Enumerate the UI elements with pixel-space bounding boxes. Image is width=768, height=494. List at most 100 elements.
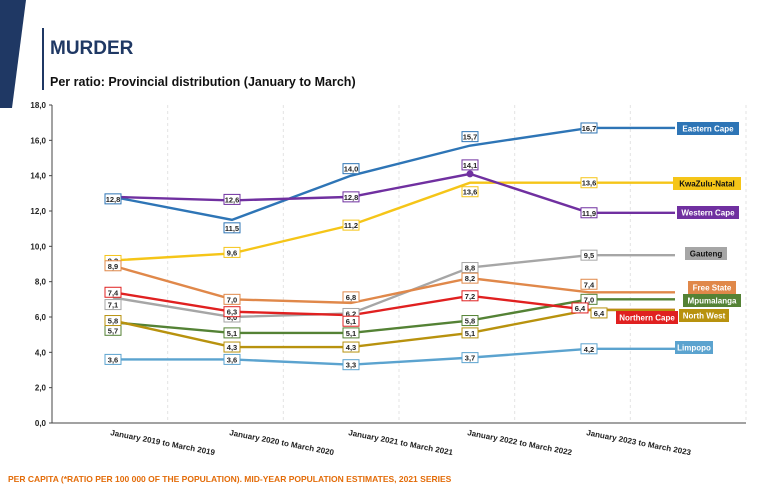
series-name-label: Northern Cape <box>619 314 675 323</box>
y-tick-label: 14,0 <box>30 172 46 181</box>
data-label-box <box>342 327 360 339</box>
data-label-box <box>580 177 598 189</box>
data-label: 6,3 <box>227 308 237 317</box>
x-tick-label: January 2023 to March 2023 <box>586 428 693 457</box>
series-name-label: Western Cape <box>681 209 735 218</box>
data-label-box <box>571 302 589 314</box>
data-label: 5,1 <box>346 329 356 338</box>
data-label-box <box>461 327 479 339</box>
footer-note: PER CAPITA (*RATIO PER 100 000 OF THE PO… <box>8 474 452 484</box>
series-name-label: Limpopo <box>677 344 711 353</box>
y-tick-label: 10,0 <box>30 242 46 251</box>
data-label-box <box>580 249 598 261</box>
data-label-box <box>104 286 122 298</box>
data-label: 8,8 <box>465 264 475 273</box>
data-label-box <box>223 246 241 258</box>
data-label: 6,2 <box>346 309 356 318</box>
data-label-box <box>104 260 122 272</box>
series-name-tag <box>679 309 729 322</box>
data-label-box <box>580 293 598 305</box>
data-label: 12,8 <box>344 193 359 202</box>
series-name-tag <box>685 247 727 260</box>
data-label-box <box>223 327 241 339</box>
data-label-box <box>223 193 241 205</box>
data-label-box <box>461 186 479 198</box>
data-label: 12,6 <box>225 195 240 204</box>
series-line <box>112 126 675 222</box>
data-label-box <box>580 278 598 290</box>
data-label: 7,1 <box>108 301 118 310</box>
data-label-box <box>461 262 479 274</box>
data-label: 11,2 <box>344 221 358 230</box>
data-label: 5,7 <box>108 326 118 335</box>
y-tick-label: 16,0 <box>30 136 46 145</box>
series-line <box>112 298 675 335</box>
data-label: 3,7 <box>465 354 475 363</box>
data-label: 15,7 <box>463 133 478 142</box>
data-label: 13,6 <box>582 179 597 188</box>
data-label-box <box>590 307 608 319</box>
data-label: 14,0 <box>344 165 359 174</box>
series-line <box>112 172 675 214</box>
data-label-box <box>461 290 479 302</box>
data-label: 5,8 <box>108 317 118 326</box>
data-label-box <box>461 352 479 364</box>
data-label: 8,2 <box>465 274 475 283</box>
data-label-box <box>104 353 122 365</box>
data-label-box <box>461 159 479 171</box>
x-tick-label: January 2020 to March 2020 <box>229 428 336 457</box>
data-label: 6,8 <box>346 293 356 302</box>
chart-subtitle: Per ratio: Provincial distribution (Janu… <box>50 75 356 89</box>
data-label: 7,0 <box>584 295 594 304</box>
data-label: 5,1 <box>465 329 475 338</box>
series-name-label: Eastern Cape <box>682 125 734 134</box>
data-label-box <box>342 163 360 175</box>
y-tick-label: 4,0 <box>35 348 47 357</box>
data-label: 9,5 <box>584 251 594 260</box>
series-name-tag <box>675 341 713 354</box>
series-name-tag <box>688 281 736 294</box>
x-tick-label: January 2019 to March 2019 <box>110 428 217 457</box>
data-label: 4,3 <box>346 343 356 352</box>
data-label: 4,3 <box>227 343 237 352</box>
data-label-box <box>342 315 360 327</box>
data-label-box <box>223 353 241 365</box>
y-tick-label: 18,0 <box>30 101 46 110</box>
y-tick-label: 12,0 <box>30 207 46 216</box>
series-line <box>112 264 675 305</box>
series-name-tag <box>673 177 741 190</box>
y-tick-label: 2,0 <box>35 384 47 393</box>
data-label: 6,4 <box>594 309 605 318</box>
data-label-box <box>223 222 241 234</box>
series-line <box>112 181 675 262</box>
data-label: 5,1 <box>227 329 237 338</box>
data-label-box <box>104 193 122 205</box>
series-name-tag <box>616 311 678 324</box>
data-label-box <box>342 219 360 231</box>
data-label: 3,6 <box>108 355 118 364</box>
data-label-box <box>461 315 479 327</box>
data-label: 5,8 <box>465 317 475 326</box>
data-label-box <box>580 207 598 219</box>
corner-decoration <box>0 0 26 108</box>
series-name-tag <box>683 294 741 307</box>
data-label: 16,7 <box>582 124 597 133</box>
data-label-box <box>461 131 479 143</box>
data-label: 6,1 <box>346 317 356 326</box>
series-name-label: North West <box>683 312 726 321</box>
data-label-box <box>223 306 241 318</box>
data-label: 7,4 <box>108 288 119 297</box>
data-label: 3,3 <box>346 361 356 370</box>
series-name-tag <box>677 122 739 135</box>
data-label-box <box>342 359 360 371</box>
data-label: 14,1 <box>463 161 478 170</box>
data-label: 7,0 <box>227 295 237 304</box>
data-label: 11,9 <box>582 209 596 218</box>
title-accent-line <box>42 28 44 90</box>
line-chart: 0,0 2,0 4,0 6,0 8,0 10,0 12,0 14,0 16,0 18,0 Janua… <box>30 101 747 457</box>
y-tick-label: 0,0 <box>35 419 47 428</box>
data-label-box <box>580 343 598 355</box>
data-label-box <box>104 299 122 311</box>
series-line <box>113 347 675 366</box>
data-label: 8,9 <box>108 262 118 271</box>
